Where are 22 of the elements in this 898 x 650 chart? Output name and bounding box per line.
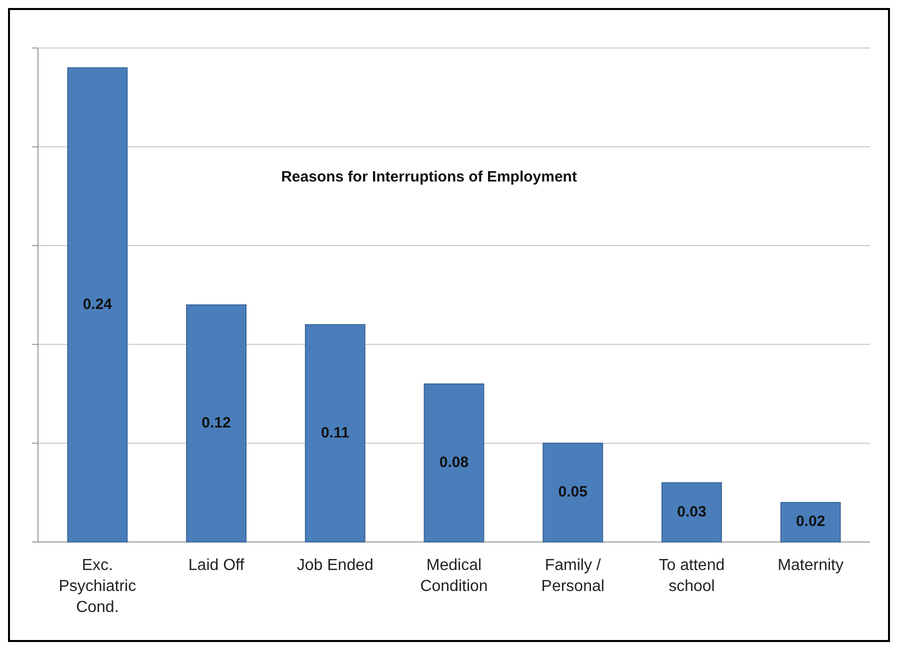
x-tick-label: Job Ended bbox=[296, 557, 374, 574]
data-label: 0.02 bbox=[796, 513, 826, 530]
data-label: 0.08 bbox=[439, 454, 469, 471]
x-tick-label: Medical Condition bbox=[420, 557, 488, 595]
bar bbox=[304, 324, 366, 542]
x-tick-label: Laid Off bbox=[188, 557, 245, 574]
bar bbox=[424, 383, 484, 542]
x-tick-label: Exc. Psychiatric Cond. bbox=[58, 557, 136, 616]
bar bbox=[780, 502, 841, 542]
bar bbox=[67, 67, 128, 542]
data-label: 0.24 bbox=[82, 296, 113, 313]
x-tick-label: To attend school bbox=[658, 557, 725, 595]
x-tick-label: Family / Personal bbox=[541, 557, 604, 595]
data-label: 0.03 bbox=[677, 503, 706, 520]
text: Reasons for Interruptions of Employment bbox=[281, 168, 577, 186]
bar bbox=[542, 442, 604, 542]
x-tick-label: Maternity bbox=[778, 557, 844, 574]
bar bbox=[662, 482, 722, 542]
data-label: 0.05 bbox=[558, 484, 588, 501]
bar bbox=[186, 304, 246, 542]
data-label: 0.11 bbox=[320, 424, 350, 442]
data-label: 0.12 bbox=[202, 414, 231, 432]
